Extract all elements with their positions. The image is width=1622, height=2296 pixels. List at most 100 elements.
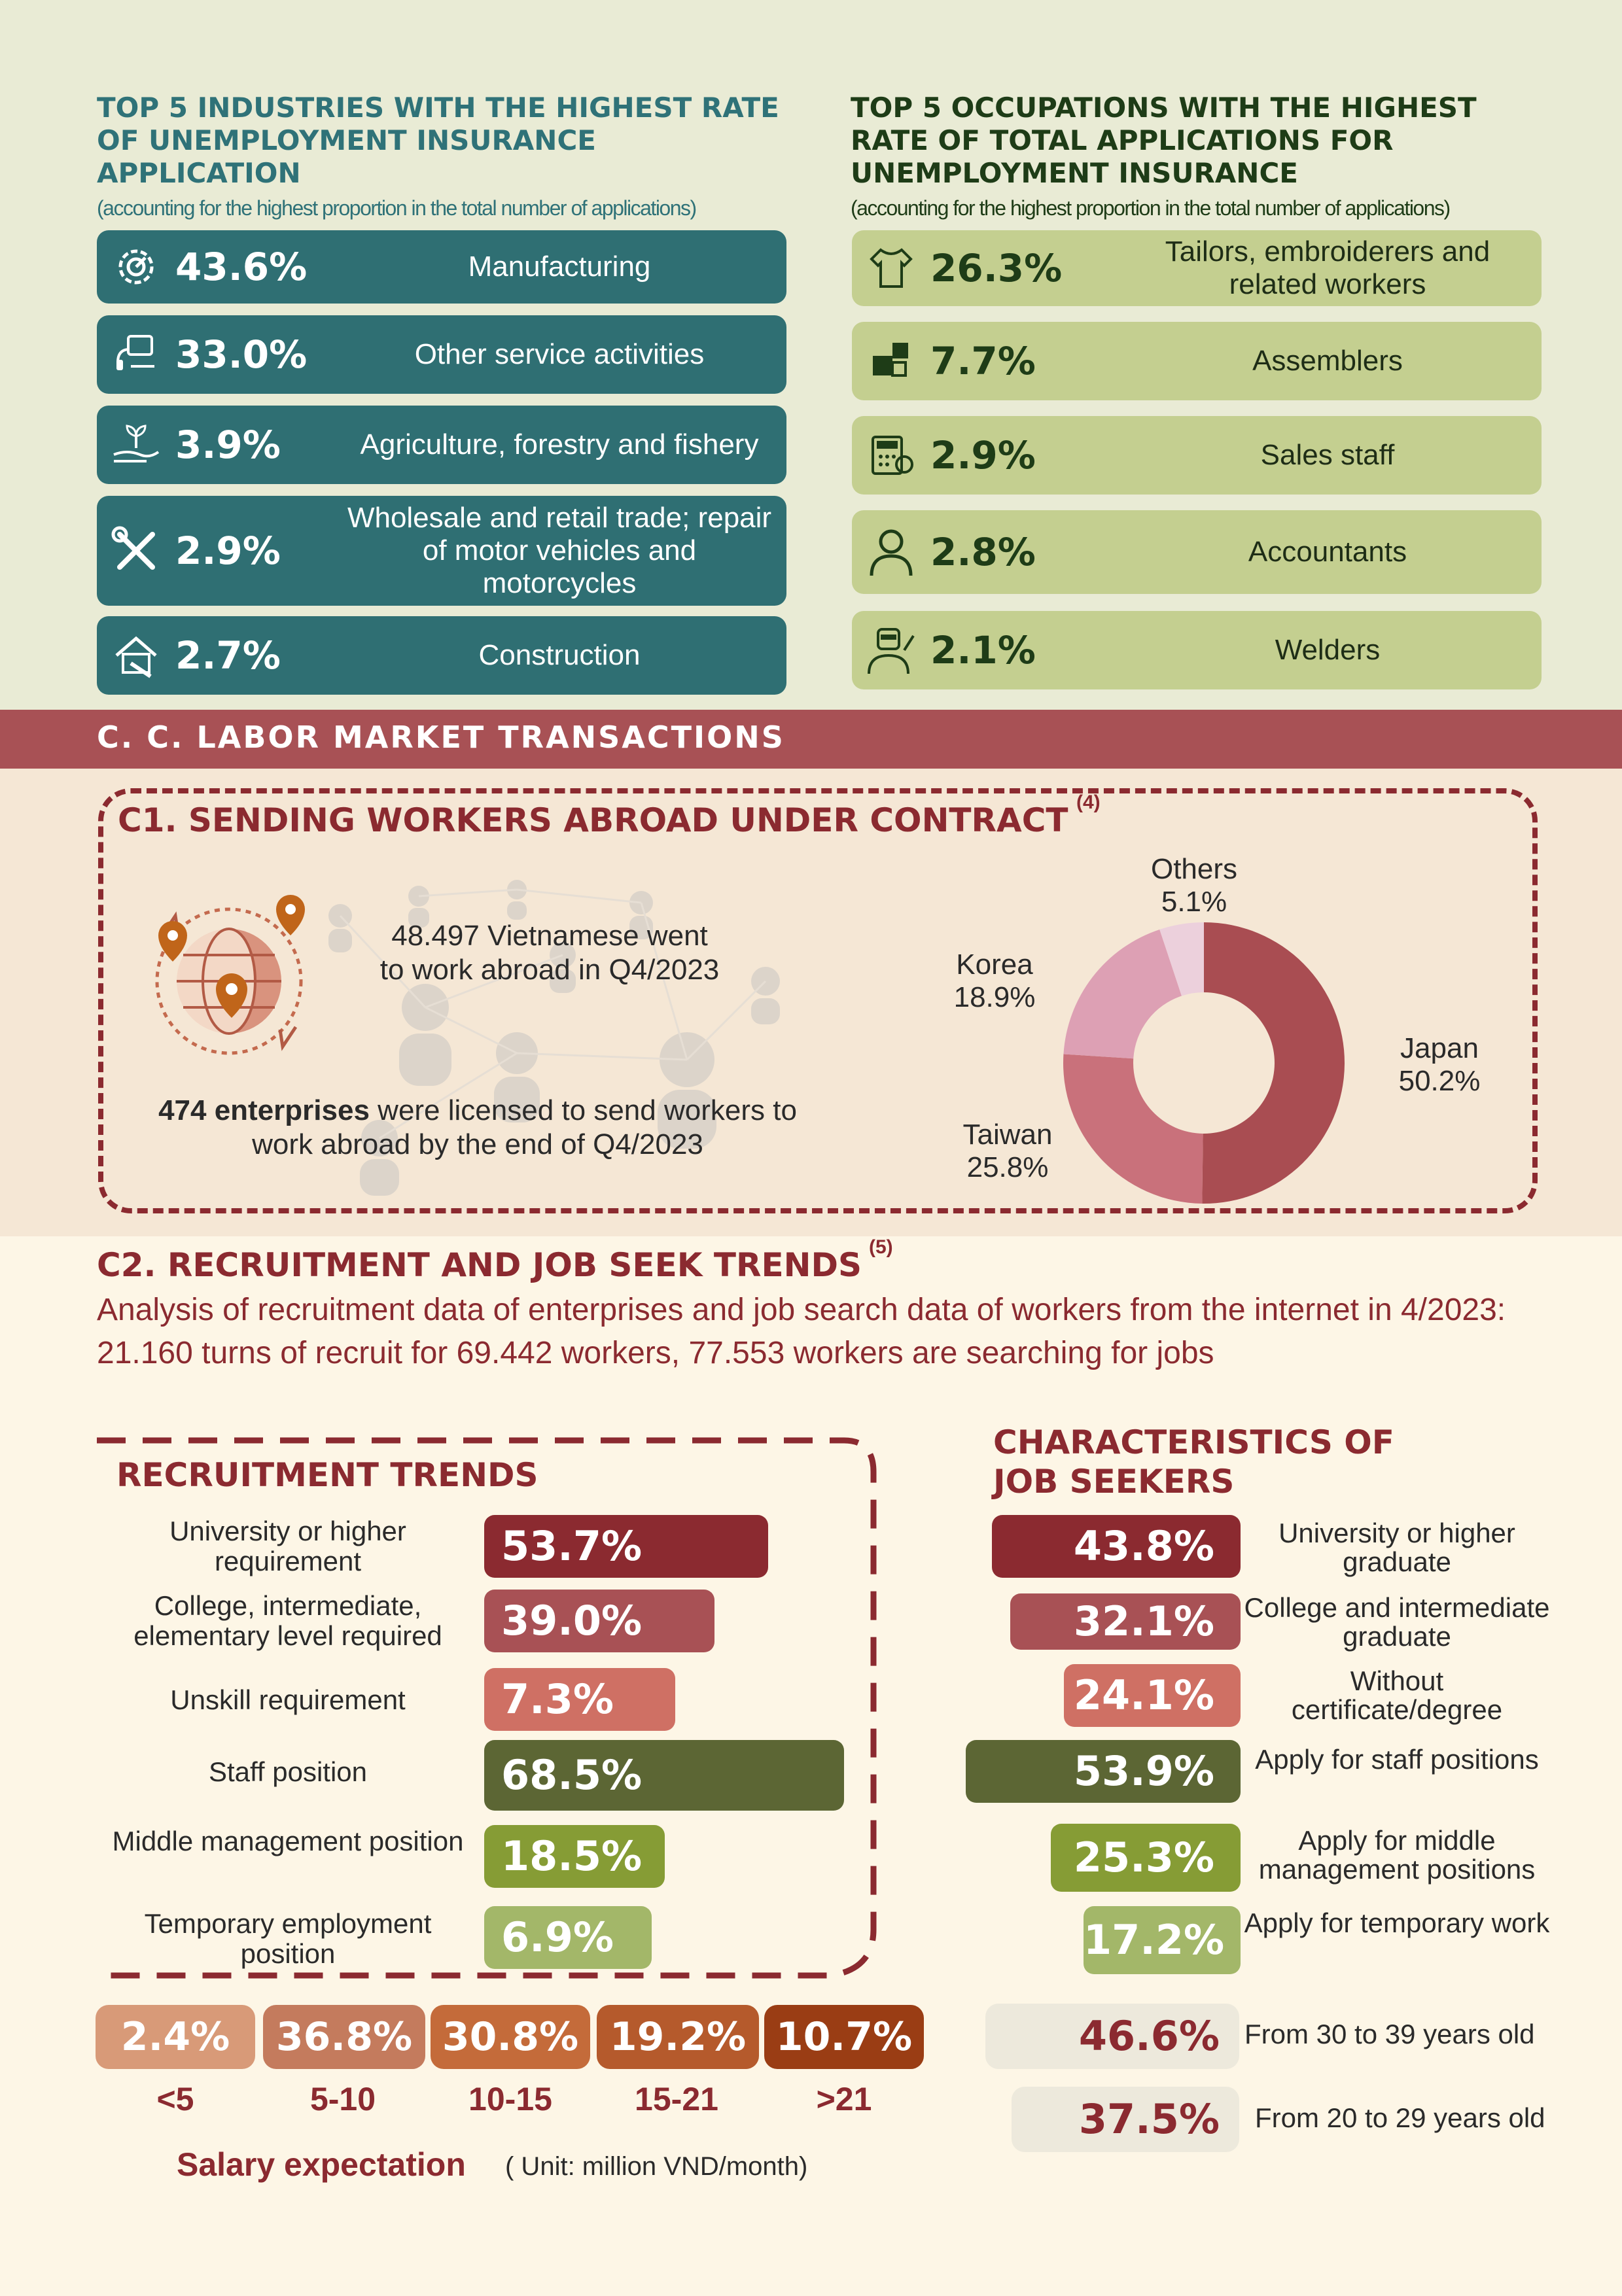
occupation-pct: 7.7% bbox=[930, 339, 1036, 383]
recruitment-title: RECRUITMENT TRENDS bbox=[116, 1456, 538, 1494]
industry-row: 43.6% Manufacturing bbox=[97, 230, 786, 304]
job-seeker-label: Apply for staff positions bbox=[1255, 1744, 1539, 1775]
salary-pill: 30.8% bbox=[431, 2005, 590, 2069]
job-seeker-bar: 17.2% bbox=[1084, 1906, 1241, 1974]
occupations-title: TOP 5 OCCUPATIONS WITH THE HIGHEST RATE … bbox=[851, 92, 1477, 189]
pie-value-korea: 18.9% bbox=[953, 981, 1036, 1013]
workers-abroad-text: 48.497 Vietnamese went to work abroad in… bbox=[379, 920, 720, 986]
pie-category-japan: Japan bbox=[1400, 1032, 1479, 1064]
donut-slice-others bbox=[1159, 922, 1204, 996]
enterprises-rest: were licensed to send workers to work ab… bbox=[252, 1094, 797, 1160]
job-seeker-bar: 32.1% bbox=[1010, 1593, 1241, 1650]
salary-pill: 2.4% bbox=[96, 2005, 255, 2069]
industry-row: 2.9% Wholesale and retail trade; repair … bbox=[97, 496, 786, 606]
job-seekers-title: CHARACTERISTICS OF JOB SEEKERS bbox=[993, 1423, 1394, 1501]
occupation-pct: 2.1% bbox=[930, 628, 1036, 672]
job-seeker-bar: 43.8% bbox=[992, 1515, 1241, 1578]
tools-icon bbox=[97, 525, 175, 576]
donut-slice-korea bbox=[1063, 929, 1182, 1059]
recruitment-label: Middle management position bbox=[112, 1826, 464, 1856]
salary-pill: 36.8% bbox=[263, 2005, 425, 2069]
pie-label-others: Others 5.1% bbox=[1116, 853, 1273, 918]
salary-pill: 19.2% bbox=[597, 2005, 759, 2069]
gear-icon bbox=[97, 243, 175, 290]
occupation-label: Assemblers bbox=[1252, 345, 1403, 377]
occupation-pct: 2.9% bbox=[930, 433, 1036, 478]
c1-footnote-mark: (4) bbox=[1076, 791, 1101, 813]
job-seeker-bar: 24.1% bbox=[1064, 1664, 1241, 1727]
recruitment-label: Unskill requirement bbox=[170, 1684, 406, 1715]
occupations-note: (accounting for the highest proportion i… bbox=[851, 196, 1451, 220]
industry-label: Wholesale and retail trade; repair of mo… bbox=[347, 502, 772, 599]
donut-slice-taiwan bbox=[1063, 1054, 1203, 1204]
recruitment-bar: 6.9% bbox=[484, 1906, 652, 1969]
pie-label-korea: Korea 18.9% bbox=[916, 948, 1073, 1014]
job-seeker-label: Apply for middle management positions bbox=[1258, 1825, 1536, 1885]
salary-range: 15-21 bbox=[635, 2081, 718, 2117]
pie-value-taiwan: 25.8% bbox=[966, 1151, 1049, 1183]
industry-row: 3.9% Agriculture, forestry and fishery bbox=[97, 406, 786, 484]
salary-title: Salary expectation bbox=[177, 2146, 466, 2183]
people-network-illustration bbox=[328, 880, 780, 1196]
welder-icon bbox=[852, 624, 930, 676]
job-seeker-bar: 25.3% bbox=[1051, 1824, 1241, 1892]
pie-value-japan: 50.2% bbox=[1398, 1065, 1481, 1097]
job-seeker-label: Without certificate/degree bbox=[1291, 1665, 1503, 1725]
industries-note: (accounting for the highest proportion i… bbox=[97, 196, 697, 220]
enterprises-count: 474 enterprises bbox=[158, 1094, 370, 1126]
pie-label-japan: Japan 50.2% bbox=[1361, 1032, 1518, 1098]
industry-label: Construction bbox=[478, 639, 641, 671]
construction-icon bbox=[97, 631, 175, 680]
recruitment-label: Temporary employment position bbox=[144, 1908, 432, 1969]
salary-range: <5 bbox=[156, 2081, 194, 2117]
pie-value-others: 5.1% bbox=[1161, 886, 1227, 918]
job-seeker-label: Apply for temporary work bbox=[1244, 1907, 1550, 1938]
recruitment-bar: 18.5% bbox=[484, 1825, 665, 1888]
industry-label: Agriculture, forestry and fishery bbox=[360, 428, 759, 461]
occupation-label: Welders bbox=[1275, 634, 1381, 666]
salary-range: 5-10 bbox=[309, 2081, 376, 2117]
shirt-icon bbox=[852, 245, 930, 292]
salary-range: >21 bbox=[816, 2081, 872, 2117]
c2-title: C2. RECRUITMENT AND JOB SEEK TRENDS bbox=[97, 1246, 862, 1284]
occupation-pct: 26.3% bbox=[930, 246, 1063, 290]
recruitment-dashed-frame bbox=[97, 1437, 877, 1979]
occupation-row: 2.1% Welders bbox=[852, 611, 1542, 689]
recruitment-bar: 68.5% bbox=[484, 1740, 844, 1811]
recruitment-bar: 7.3% bbox=[484, 1668, 675, 1731]
occupation-label: Accountants bbox=[1248, 536, 1407, 568]
occupation-label: Tailors, embroiderers and related worker… bbox=[1165, 235, 1490, 300]
occupation-row: 2.8% Accountants bbox=[852, 510, 1542, 594]
industry-pct: 2.9% bbox=[175, 529, 281, 573]
age-label: From 20 to 29 years old bbox=[1255, 2102, 1545, 2133]
occupation-row: 7.7% Assemblers bbox=[852, 322, 1542, 400]
c2-description: Analysis of recruitment data of enterpri… bbox=[97, 1293, 1506, 1370]
cash-register-icon bbox=[852, 430, 930, 480]
job-seeker-label: University or higher graduate bbox=[1278, 1518, 1515, 1577]
industry-pct: 33.0% bbox=[175, 332, 308, 377]
c2-footnote-mark: (5) bbox=[869, 1236, 893, 1258]
industry-row: 33.0% Other service activities bbox=[97, 315, 786, 394]
pie-category-korea: Korea bbox=[956, 948, 1033, 981]
recruitment-label: Staff position bbox=[208, 1756, 368, 1787]
industry-pct: 43.6% bbox=[175, 245, 308, 289]
job-seeker-label: College and intermediate graduate bbox=[1244, 1592, 1550, 1652]
age-label: From 30 to 39 years old bbox=[1244, 2019, 1535, 2049]
enterprises-text: 474 enterprises were licensed to send wo… bbox=[124, 1094, 831, 1162]
industry-pct: 3.9% bbox=[175, 423, 281, 467]
occupation-row: 26.3% Tailors, embroiderers and related … bbox=[852, 230, 1542, 306]
job-seeker-bar: 53.9% bbox=[966, 1740, 1241, 1803]
industry-label: Other service activities bbox=[414, 338, 705, 370]
pie-category-taiwan: Taiwan bbox=[962, 1119, 1053, 1151]
salary-unit: ( Unit: million VND/month) bbox=[505, 2152, 808, 2181]
industry-row: 2.7% Construction bbox=[97, 616, 786, 695]
plant-hand-icon bbox=[97, 422, 175, 468]
recruitment-label: University or higher requirement bbox=[169, 1516, 406, 1576]
section-c-bar bbox=[0, 710, 1622, 769]
c1-dashed-frame bbox=[98, 788, 1538, 1213]
person-icon bbox=[852, 526, 930, 578]
section-c-title: C. C. LABOR MARKET TRANSACTIONS bbox=[97, 720, 785, 755]
age-pill: 46.6% bbox=[985, 2004, 1239, 2069]
industries-title: TOP 5 INDUSTRIES WITH THE HIGHEST RATE O… bbox=[97, 92, 779, 189]
destination-donut-chart bbox=[1063, 922, 1345, 1204]
